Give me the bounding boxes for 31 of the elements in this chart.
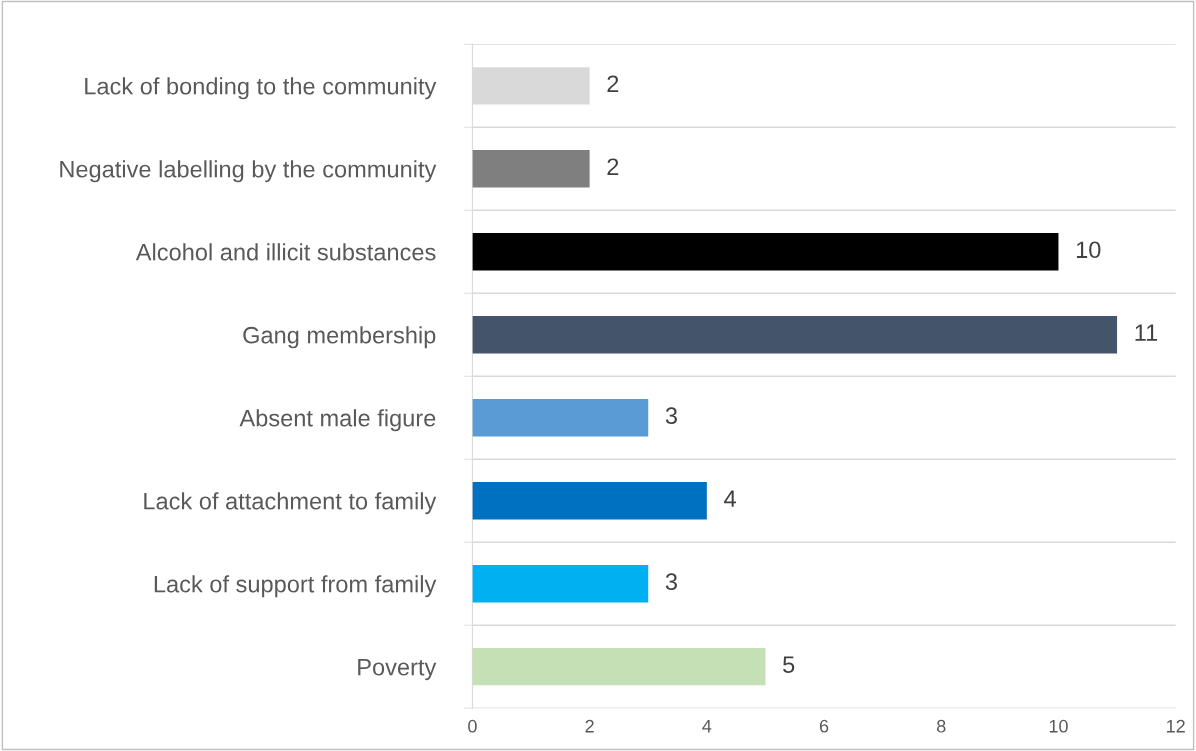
data-label: 2 bbox=[607, 75, 619, 92]
bar bbox=[472, 150, 590, 188]
y-tick-label: Lack of bonding to the community bbox=[85, 77, 437, 100]
data-label: 11 bbox=[1135, 324, 1158, 341]
y-tick-label: Absent male figure bbox=[239, 409, 436, 432]
bar bbox=[472, 399, 649, 437]
y-tick-label: Lack of attachment to family bbox=[144, 492, 437, 515]
x-tick-label: 12 bbox=[1167, 719, 1185, 733]
y-tick-label: Poverty bbox=[358, 659, 437, 681]
x-tick-label: 4 bbox=[702, 719, 712, 733]
data-label: 3 bbox=[665, 573, 677, 591]
data-label: 2 bbox=[607, 158, 619, 175]
data-label: 3 bbox=[665, 407, 677, 425]
bar bbox=[472, 233, 1059, 271]
data-label: 5 bbox=[783, 656, 795, 674]
x-tick-label: 8 bbox=[937, 719, 946, 733]
data-label: 4 bbox=[724, 490, 736, 507]
bar bbox=[472, 648, 766, 686]
data-label: 10 bbox=[1076, 241, 1101, 259]
bar bbox=[472, 482, 707, 520]
x-tick-label: 0 bbox=[468, 719, 477, 733]
y-tick-label: Alcohol and illicit substances bbox=[135, 243, 436, 261]
x-tick-label: 2 bbox=[585, 719, 594, 733]
x-tick-label: 6 bbox=[819, 719, 829, 733]
y-tick-label: Gang membership bbox=[243, 326, 436, 349]
y-tick-label: Negative labelling by the community bbox=[60, 160, 437, 183]
bar bbox=[472, 67, 590, 105]
bar bbox=[472, 565, 649, 603]
bar bbox=[472, 316, 1118, 354]
x-tick-label: 10 bbox=[1049, 719, 1068, 733]
y-tick-label: Lack of support from family bbox=[154, 575, 437, 598]
